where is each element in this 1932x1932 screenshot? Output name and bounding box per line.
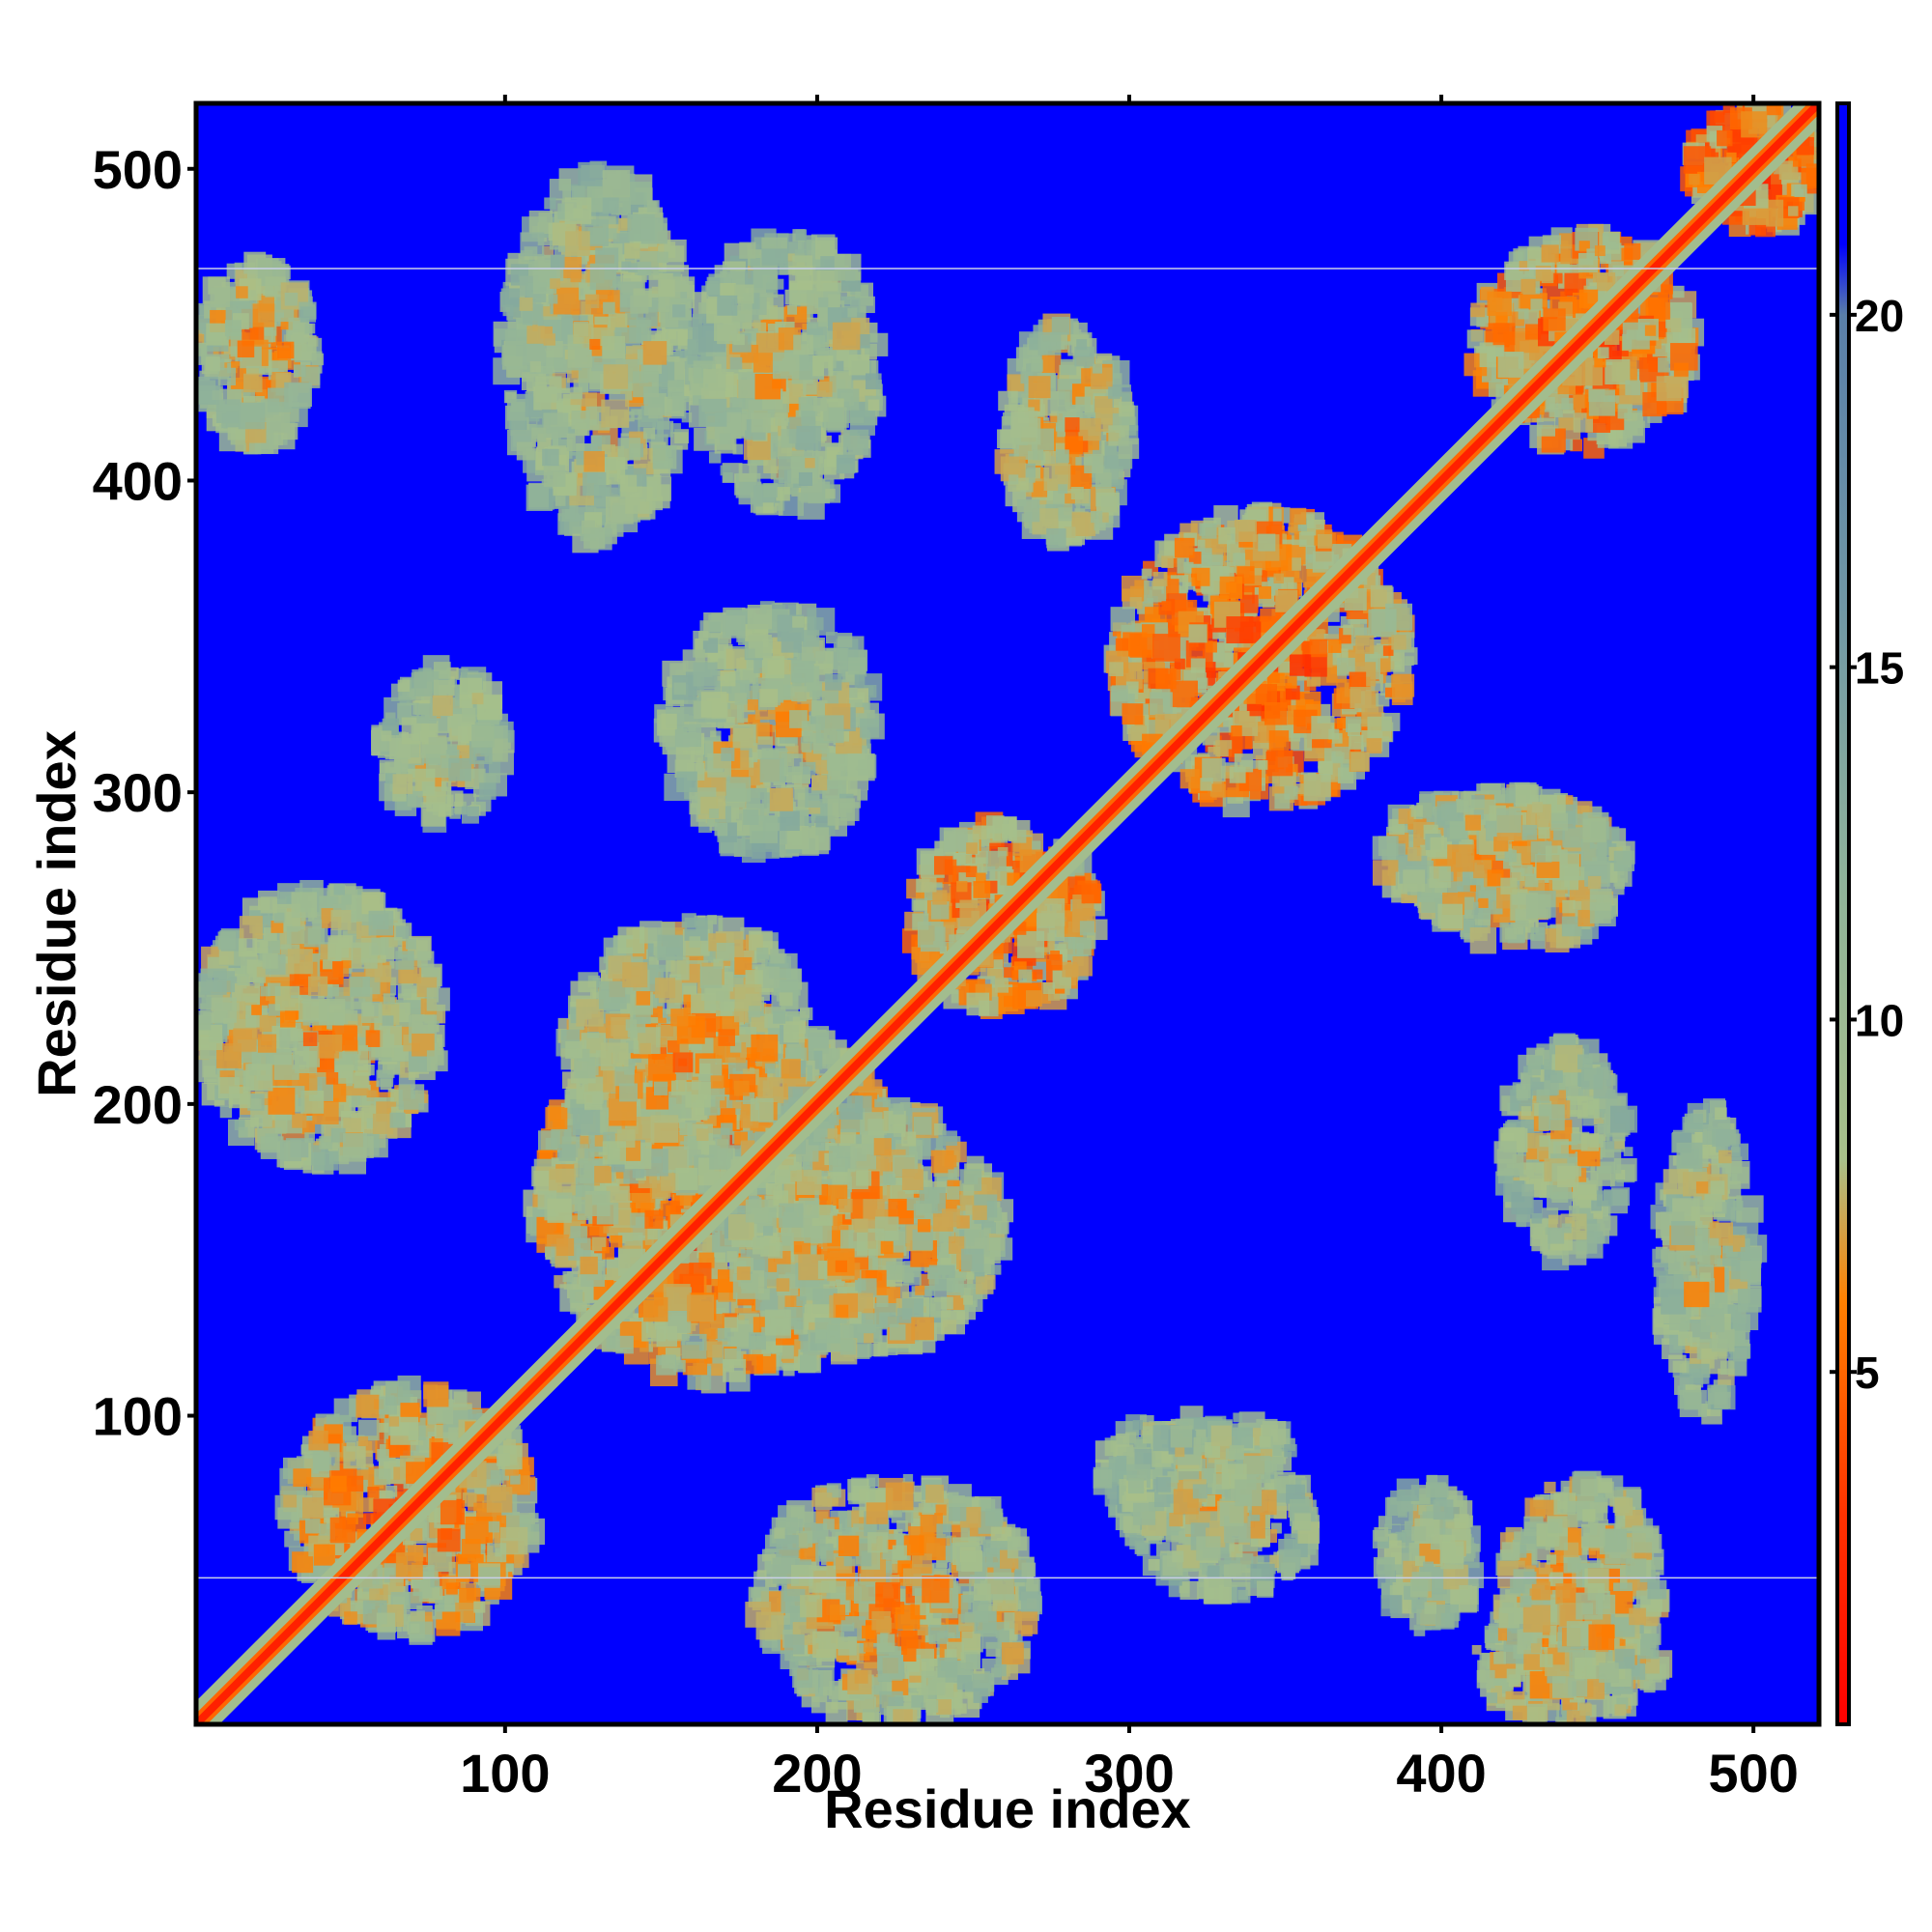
contact-region	[1372, 1474, 1485, 1636]
colorbar-tick-label: 20	[1855, 291, 1904, 341]
y-tick-label: 100	[93, 1386, 183, 1447]
plot-frame	[193, 100, 1822, 1727]
contact-region	[1493, 1033, 1637, 1271]
contact-region	[371, 655, 515, 833]
x-tick-label: 100	[460, 1743, 550, 1804]
x-tick-label: 500	[1708, 1743, 1798, 1804]
contact-region	[1650, 1098, 1768, 1425]
top-axis-ticks	[502, 95, 1756, 103]
marker-lines	[196, 268, 1819, 1579]
contact-region	[196, 251, 325, 455]
diagonal-core	[196, 103, 1819, 1724]
x-tick-label: 300	[1084, 1743, 1174, 1804]
diagonal-band	[196, 103, 1819, 1724]
contact-region	[994, 313, 1140, 552]
x-tick-label: 200	[772, 1743, 862, 1804]
contact-region	[653, 601, 885, 864]
contact-region	[493, 160, 702, 554]
y-tick-label: 400	[93, 450, 183, 511]
contact-region	[745, 1473, 1042, 1724]
colorbar-tick-label: 10	[1855, 995, 1904, 1045]
colorbar-tick-label: 5	[1855, 1348, 1880, 1398]
x-tick-label: 400	[1396, 1743, 1486, 1804]
contact-region	[1492, 1470, 1670, 1700]
x-axis: 100 200 300 400 500	[460, 1724, 1799, 1804]
contact-region	[555, 913, 823, 1201]
contact-region	[196, 879, 450, 1175]
contact-region	[1117, 1411, 1321, 1605]
y-tick-label: 500	[93, 139, 183, 200]
y-axis: 100 200 300 400 500	[93, 139, 196, 1447]
colorbar-gradient	[1835, 101, 1851, 1726]
contact-region	[712, 1095, 1014, 1365]
contact-region	[1399, 781, 1635, 954]
y-axis-label: Residue index	[26, 730, 87, 1097]
colorbar: 5 10 15 20	[1830, 101, 1904, 1726]
y-tick-label: 200	[93, 1074, 183, 1135]
heatmap-plot-area	[193, 100, 1822, 1727]
x-axis-label: Residue index	[824, 1778, 1191, 1839]
y-tick-label: 300	[93, 762, 183, 823]
colorbar-tick-label: 15	[1855, 643, 1904, 694]
contact-region	[684, 228, 889, 520]
